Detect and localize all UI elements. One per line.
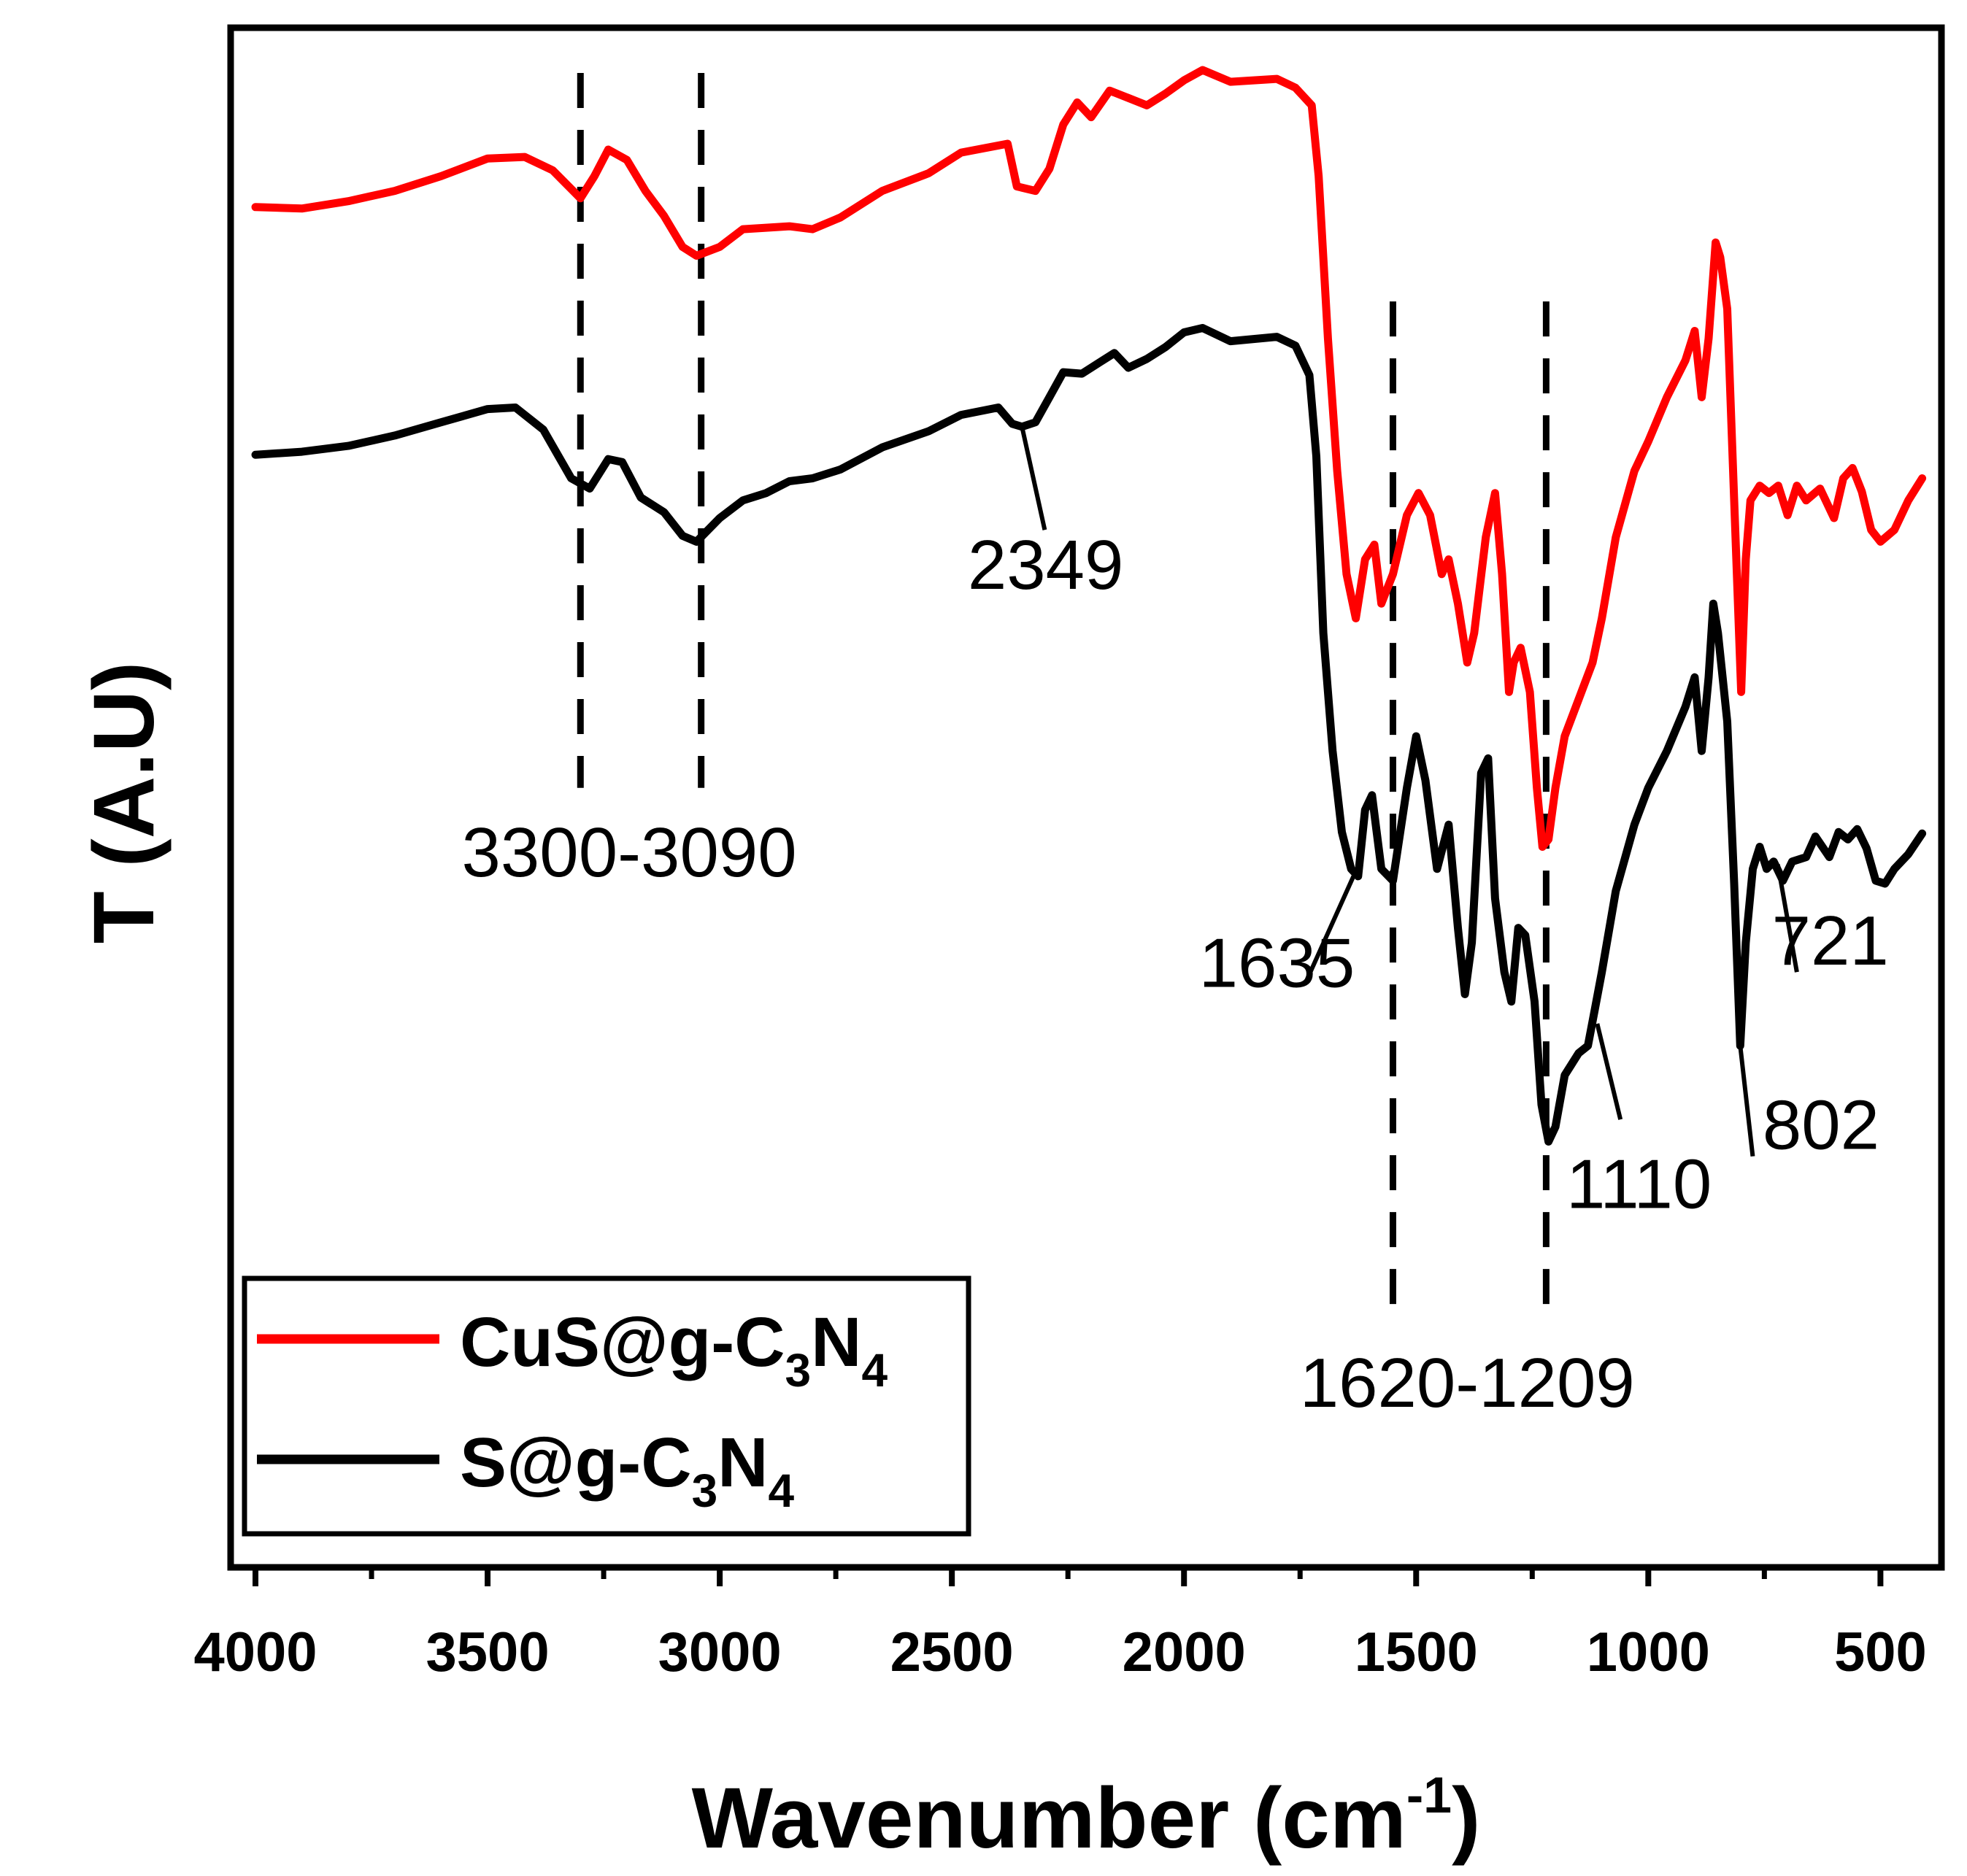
leader-line-2349 [1020,426,1047,530]
y-axis-title: T (A.U) [76,662,172,944]
x-axis-title-main: Wavenumber (cm [692,1770,1406,1867]
annotation-721: 721 [1772,902,1889,980]
annotation-802: 802 [1763,1086,1879,1165]
x-tick-label-1000: 1000 [1587,1621,1710,1683]
x-tick-label-2000: 2000 [1123,1621,1246,1683]
legend-label-s-pre: S@g-C [460,1424,692,1502]
leader-line-1635 [1305,875,1356,981]
x-axis-title: Wavenumber (cm-1) [692,1767,1481,1867]
x-axis-ticks: 4000 3500 3000 2500 2000 1500 1000 500 [193,1567,1927,1683]
legend-label-cus-sub1: 3 [785,1344,812,1397]
annotation-leader-lines [1020,426,1799,1157]
legend-label-cus-pre: CuS@g-C [460,1303,785,1381]
legend-label-cus-mid: N [811,1303,861,1381]
leader-line-1110 [1595,1023,1623,1120]
legend-label-cus: CuS@g-C3N4 [460,1303,888,1397]
legend-box [242,1275,971,1537]
x-tick-label-500: 500 [1834,1621,1927,1683]
series-line-s-g-c3n4 [251,324,1927,1146]
annotation-1620-1209: 1620-1209 [1300,1344,1635,1422]
annotation-labels: 3300-3090 2349 1635 1620-1209 1110 721 802 [462,526,1889,1422]
leader-line-721 [1775,864,1799,973]
x-tick-label-2500: 2500 [890,1621,1014,1683]
legend-label-s-sub2: 4 [769,1464,795,1517]
legend: CuS@g-C3N4 S@g-C3N4 [242,1275,971,1537]
x-tick-label-3000: 3000 [658,1621,782,1683]
annotation-1110: 1110 [1566,1145,1712,1223]
annotation-3300-3090: 3300-3090 [462,814,797,892]
series-group [251,66,1927,1146]
x-axis-title-superscript: -1 [1406,1767,1452,1823]
annotation-2349: 2349 [968,526,1124,604]
x-axis-title-close: ) [1452,1770,1480,1867]
x-tick-label-3500: 3500 [426,1621,550,1683]
dashed-marker-lines [577,73,1550,1311]
plot-frame [227,24,1945,1571]
x-tick-label-1500: 1500 [1355,1621,1478,1683]
annotation-1635: 1635 [1199,924,1355,1002]
legend-label-cus-sub2: 4 [861,1344,888,1397]
series-line-cus-g-c3n4 [251,66,1927,851]
x-tick-label-4000: 4000 [193,1621,317,1683]
legend-label-s-sub1: 3 [692,1464,718,1517]
legend-label-s-mid: N [717,1424,768,1502]
legend-label-s: S@g-C3N4 [460,1424,795,1517]
leader-line-802 [1738,1045,1755,1157]
